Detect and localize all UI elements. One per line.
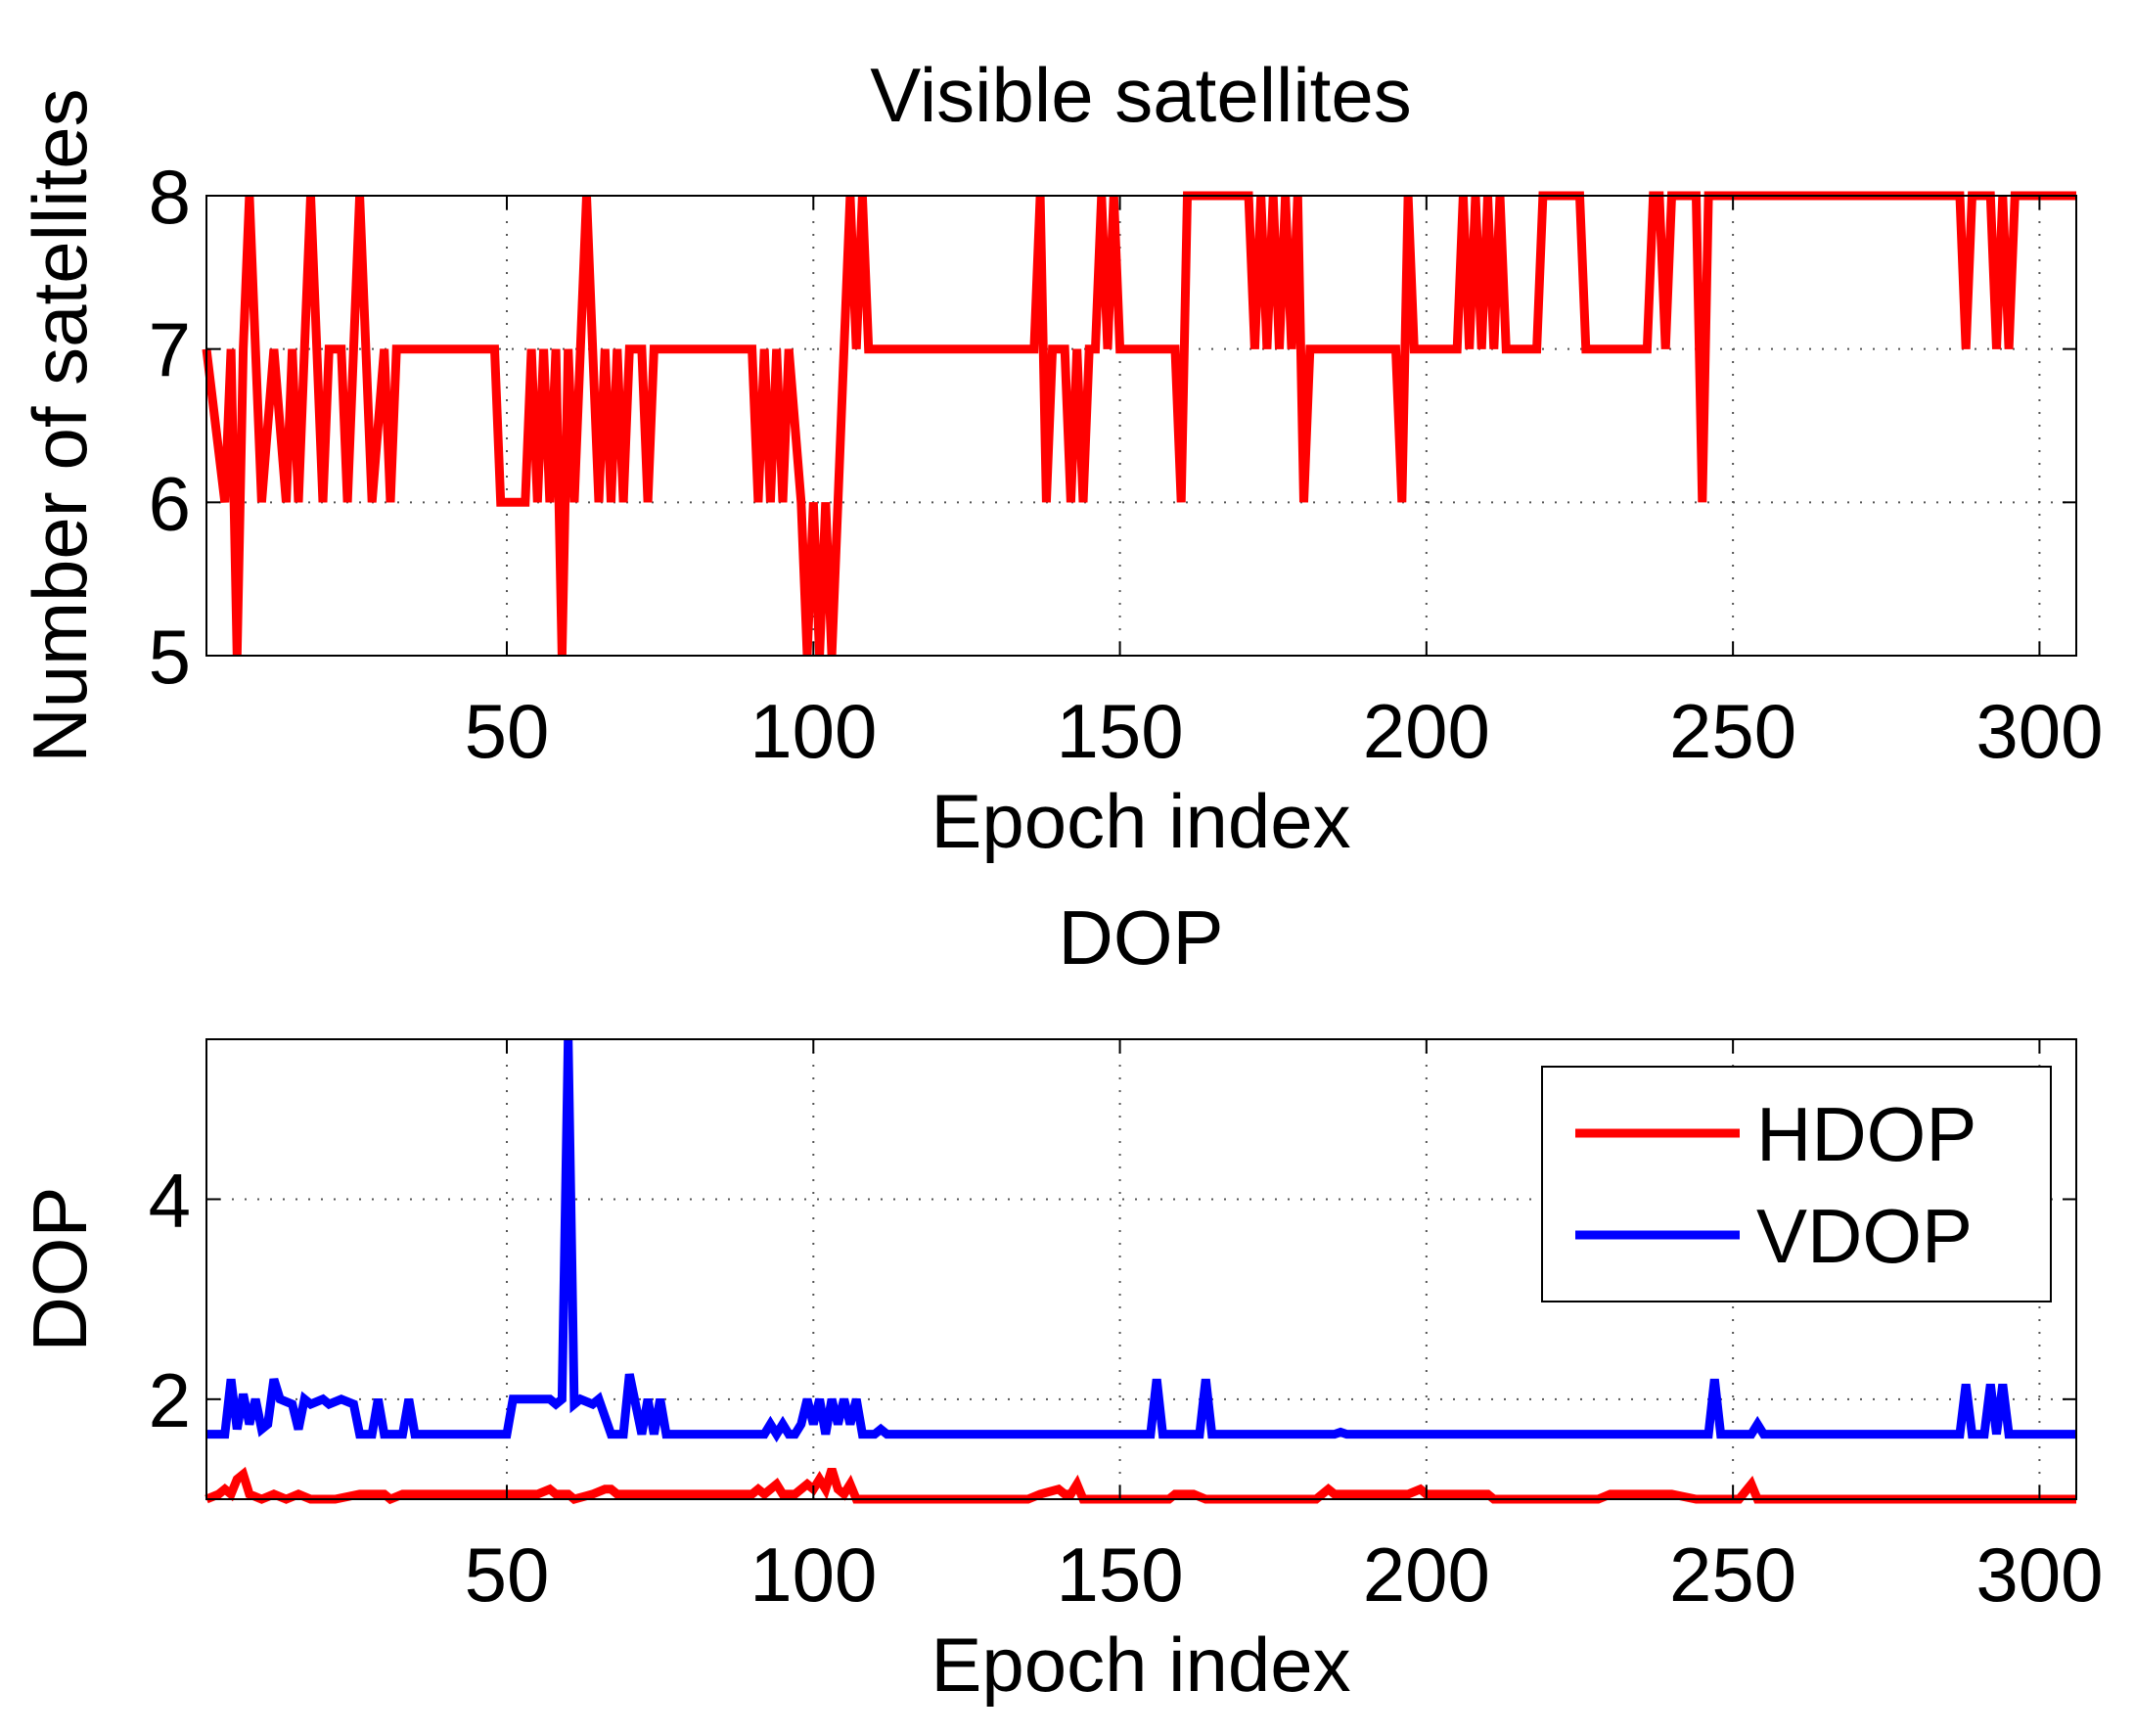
y-axis-label: DOP	[17, 1186, 103, 1351]
y-ticks: 5 6 7 8	[149, 154, 2076, 700]
series-line-vdop	[206, 1038, 2076, 1443]
x-tick-label: 150	[1057, 1531, 1184, 1618]
plot-frame	[205, 1038, 2077, 1500]
y-axis-label: Number of satellites	[17, 88, 103, 762]
x-axis-label: Epoch index	[931, 1622, 1350, 1708]
legend: HDOP VDOP	[1541, 1066, 2052, 1302]
y-tick-label: 8	[149, 154, 191, 240]
y-ticks: 24	[149, 1157, 2076, 1443]
x-tick-label: 250	[1669, 1531, 1796, 1618]
x-tick-label: 250	[1669, 688, 1796, 774]
series-group	[202, 191, 2076, 657]
x-tick-label: 100	[749, 1531, 877, 1618]
x-tick-label: 300	[1975, 1531, 2103, 1618]
x-tick-label: 150	[1057, 688, 1184, 774]
x-tick-label: 200	[1363, 1531, 1490, 1618]
y-tick-label: 6	[149, 460, 191, 546]
x-tick-label: 300	[1975, 688, 2103, 774]
x-tick-label: 50	[465, 688, 550, 774]
series-line-number-of-satellites	[202, 191, 2076, 657]
x-ticks: 50 100 150 200 250 300	[465, 196, 2103, 774]
y-tick-label: 7	[149, 307, 191, 393]
legend-label-vdop: VDOP	[1756, 1193, 1973, 1279]
plot-background	[206, 196, 2076, 656]
chart-title: Visible satellites	[870, 52, 1412, 138]
y-tick-label: 4	[149, 1157, 191, 1243]
x-ticks: 50 100 150 200 250 300	[465, 1039, 2103, 1618]
satellites-plot: 50 100 150 200 250 300 5 6 7 8 Visible satellite…	[17, 52, 2103, 864]
x-axis-label: Epoch index	[931, 778, 1350, 864]
legend-label-hdop: HDOP	[1756, 1091, 1976, 1177]
x-tick-label: 50	[465, 1531, 550, 1618]
chart-title: DOP	[1058, 894, 1223, 981]
legend-box	[1541, 1066, 2052, 1302]
x-tick-label: 200	[1363, 688, 1490, 774]
x-tick-label: 100	[749, 688, 877, 774]
plot-frame	[205, 195, 2077, 657]
y-tick-label: 5	[149, 614, 191, 700]
y-tick-label: 2	[149, 1357, 191, 1443]
dop-plot: 50 100 150 200 250 300 24 DOP Epoch index DOP…	[17, 894, 2103, 1708]
